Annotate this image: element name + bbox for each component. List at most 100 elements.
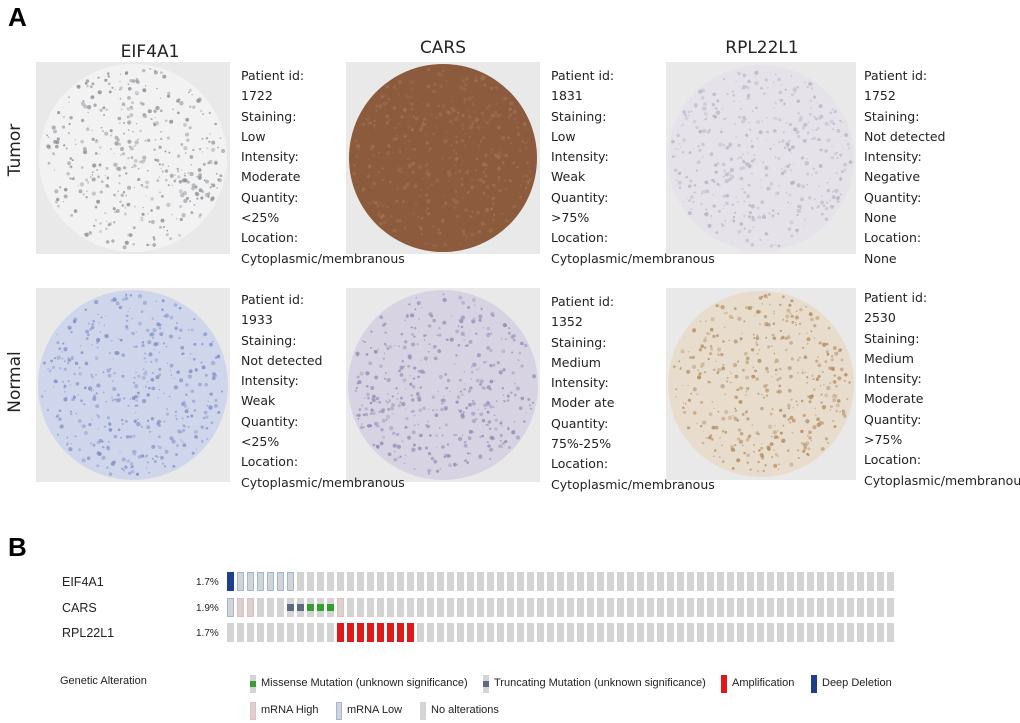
tissue-cell xyxy=(756,206,760,210)
tissue-cell xyxy=(56,341,60,345)
oncoprint-cell xyxy=(397,572,404,591)
tissue-cell xyxy=(527,180,531,184)
oncoprint-cell xyxy=(797,598,804,617)
tissue-cell xyxy=(386,206,389,209)
tissue-cell xyxy=(416,215,420,219)
tissue-cell xyxy=(785,319,789,323)
tissue-cell xyxy=(485,423,488,426)
tissue-cell xyxy=(201,365,206,370)
tissue-cell xyxy=(67,356,70,359)
oncoprint-cell xyxy=(667,572,674,591)
legend-swatch-no-alteration xyxy=(420,702,426,720)
tissue-cell xyxy=(766,394,769,397)
tissue-cell xyxy=(698,372,702,376)
tissue-cell xyxy=(758,323,762,326)
tissue-cell xyxy=(169,436,174,441)
tissue-cell xyxy=(504,218,509,223)
tissue-cell xyxy=(814,414,817,417)
tissue-cell xyxy=(712,194,714,196)
tissue-cell xyxy=(86,84,89,88)
tissue-cell xyxy=(85,195,88,199)
tissue-cell xyxy=(756,137,759,140)
tissue-cell xyxy=(522,174,526,178)
tissue-cell xyxy=(829,177,831,180)
tissue-cell xyxy=(120,436,122,439)
tissue-cell xyxy=(87,386,93,391)
tissue-cell xyxy=(424,171,429,175)
tissue-cell xyxy=(468,339,473,344)
tissue-cell xyxy=(804,218,807,221)
tissue-cell xyxy=(178,337,181,340)
tissue-cell xyxy=(186,138,190,142)
tissue-cell xyxy=(140,425,143,428)
tissue-cell xyxy=(498,370,503,375)
tissue-cell xyxy=(446,378,451,383)
tissue-cell xyxy=(798,332,801,335)
tissue-cell xyxy=(133,376,136,379)
tissue-cell xyxy=(124,207,127,209)
tissue-cell xyxy=(789,341,793,345)
tissue-cell xyxy=(217,178,222,183)
tissue-cell xyxy=(404,388,407,390)
tissue-cell xyxy=(439,427,441,429)
tissue-cell xyxy=(111,132,113,135)
tissue-cell xyxy=(184,426,186,428)
tissue-cell xyxy=(488,228,493,233)
tissue-cell xyxy=(517,148,523,154)
tissue-cell xyxy=(451,123,454,126)
tissue-cell xyxy=(124,465,128,469)
tissue-cell xyxy=(462,87,467,92)
tissue-cell xyxy=(703,431,705,433)
tissue-cell xyxy=(497,175,501,179)
tissue-cell xyxy=(163,420,166,423)
tissue-cell xyxy=(724,172,729,177)
tissue-cell xyxy=(394,134,398,137)
oncoprint-cell xyxy=(507,623,514,642)
tissue-cell xyxy=(428,434,432,437)
tissue-cell xyxy=(381,204,385,208)
tissue-cell xyxy=(718,142,723,147)
tissue-cell xyxy=(734,417,739,422)
oncoprint-cell xyxy=(587,572,594,591)
tissue-cell xyxy=(460,164,463,166)
tissue-cell xyxy=(370,386,375,390)
tissue-cell xyxy=(789,168,793,172)
oncoprint-cell xyxy=(447,598,454,617)
tissue-cell xyxy=(391,403,396,407)
tissue-cell xyxy=(475,417,478,421)
tissue-cell xyxy=(504,96,508,99)
tissue-cell xyxy=(798,322,802,325)
tissue-cell xyxy=(745,238,750,243)
tissue-cell xyxy=(95,373,97,376)
tissue-cell xyxy=(836,200,840,204)
oncoprint-cell xyxy=(877,572,884,591)
tissue-cell xyxy=(687,110,690,114)
tissue-cell xyxy=(780,171,785,176)
tissue-cell xyxy=(832,420,835,422)
tissue-cell xyxy=(715,231,719,235)
oncoprint-cell xyxy=(657,572,664,591)
tissue-cell xyxy=(151,444,156,449)
tissue-cell xyxy=(385,114,390,119)
tissue-cell xyxy=(730,174,735,179)
tissue-cell xyxy=(66,436,69,439)
tissue-cell xyxy=(207,161,210,165)
tissue-cell xyxy=(818,164,823,168)
tissue-cell xyxy=(496,125,501,130)
tissue-cell xyxy=(797,112,800,115)
tissue-cell xyxy=(426,199,431,204)
tissue-cell xyxy=(716,182,720,186)
tissue-cell xyxy=(79,182,84,187)
tissue-cell xyxy=(679,143,681,145)
oncoprint-cell xyxy=(307,598,314,617)
tissue-cell xyxy=(465,84,468,87)
tissue-cell xyxy=(133,205,136,208)
tissue-cell xyxy=(47,367,50,370)
oncoprint-cell xyxy=(427,572,434,591)
tissue-cell xyxy=(80,101,86,106)
tissue-cell xyxy=(443,139,448,144)
tissue-cell xyxy=(504,440,508,444)
tissue-cell xyxy=(797,449,800,452)
tissue-cell xyxy=(481,386,485,390)
tissue-cell xyxy=(70,213,74,217)
